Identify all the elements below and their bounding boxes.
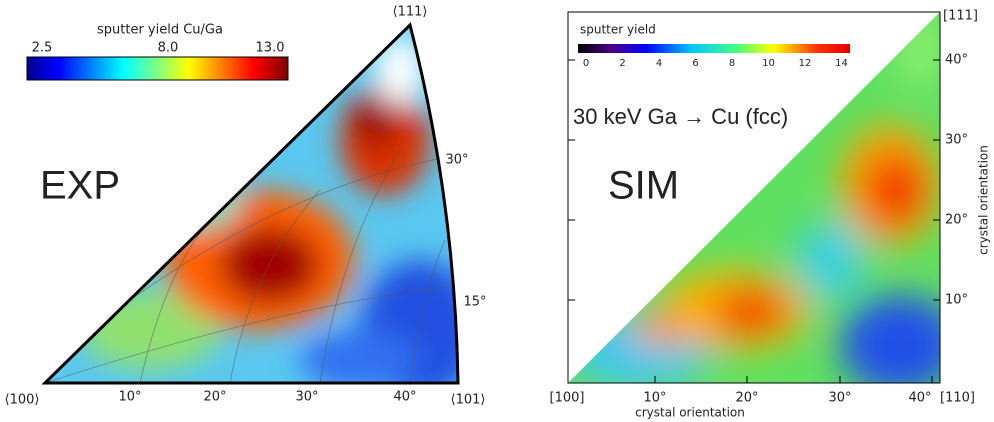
tick-label: 30° bbox=[295, 390, 318, 405]
colorbar-tick: 2 bbox=[619, 58, 625, 69]
colorbar-title: sputter yield bbox=[580, 23, 656, 37]
colorbar-title: sputter yield Cu/Ga bbox=[97, 23, 223, 38]
colorbar-tick: 12 bbox=[799, 58, 812, 69]
corner-label: [110] bbox=[940, 391, 975, 406]
colorbar-tick: 0 bbox=[583, 58, 589, 69]
tick-label: 20° bbox=[735, 391, 758, 406]
colorbar-tick: 2.5 bbox=[32, 41, 53, 56]
colorbar-tick: 8 bbox=[729, 58, 735, 69]
tick-label: 30° bbox=[445, 153, 468, 168]
exp-triangle bbox=[41, 22, 460, 385]
tick-label: 15° bbox=[463, 295, 486, 310]
colorbar-tick: 10 bbox=[762, 58, 775, 69]
tick-label: 10° bbox=[945, 293, 968, 308]
tick-label: 10° bbox=[118, 390, 141, 405]
panel-label: EXP bbox=[40, 164, 120, 208]
panel-label: SIM bbox=[608, 164, 679, 208]
sim-ticks bbox=[568, 59, 940, 383]
corner-label: [111] bbox=[943, 9, 978, 24]
tick-label: 10° bbox=[643, 391, 666, 406]
tick-label: 40° bbox=[945, 53, 968, 68]
tick-label: 30° bbox=[828, 391, 851, 406]
sim-colorbar bbox=[578, 44, 850, 53]
exp-colorbar bbox=[26, 56, 289, 81]
tick-label: 20° bbox=[945, 213, 968, 228]
colorbar-tick: 8.0 bbox=[158, 41, 179, 56]
corner-label: ⟨100⟩ bbox=[5, 393, 40, 408]
y-axis-label: crystal orientation bbox=[977, 145, 991, 255]
colorbar-tick: 6 bbox=[692, 58, 698, 69]
colorbar-tick: 4 bbox=[656, 58, 662, 69]
colorbar-tick: 14 bbox=[835, 58, 848, 69]
tick-label: 30° bbox=[945, 133, 968, 148]
corner-label: ⟨101⟩ bbox=[451, 393, 486, 408]
tick-label: 40° bbox=[908, 391, 931, 406]
annotation: 30 keV Ga → Cu (fcc) bbox=[573, 104, 788, 129]
colorbar-ticks: 0 2 4 6 8 10 12 14 bbox=[583, 58, 848, 69]
colorbar-tick: 13.0 bbox=[256, 41, 285, 56]
corner-label: [100] bbox=[550, 391, 585, 406]
sim-frame bbox=[567, 11, 941, 384]
tick-label: 40° bbox=[393, 390, 416, 405]
x-axis-label: crystal orientation bbox=[635, 406, 745, 420]
tick-label: 20° bbox=[203, 390, 226, 405]
corner-label: ⟨111⟩ bbox=[393, 5, 428, 20]
